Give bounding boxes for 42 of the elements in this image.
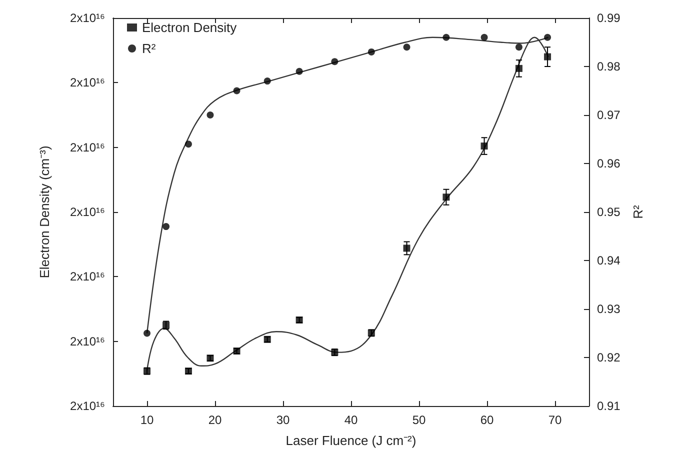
point bbox=[296, 68, 303, 75]
x-tick-label: 30 bbox=[276, 413, 290, 427]
point bbox=[368, 48, 375, 56]
point bbox=[206, 112, 214, 118]
point bbox=[144, 330, 150, 337]
legend-label: R² bbox=[142, 41, 156, 56]
x-tick-label: 60 bbox=[480, 413, 494, 427]
x-tick-label: 50 bbox=[412, 413, 426, 427]
point bbox=[515, 44, 522, 51]
y-tick-label: 2x10¹⁶ bbox=[70, 76, 106, 90]
y2-tick-label: 0.96 bbox=[597, 156, 621, 170]
y-tick-label: 2x10¹⁶ bbox=[70, 205, 106, 219]
point bbox=[331, 58, 338, 66]
x-tick-label: 20 bbox=[208, 413, 222, 427]
y-tick-label: 2x10¹⁶ bbox=[70, 399, 106, 413]
y2-tick-label: 0.94 bbox=[597, 254, 621, 268]
y-axis-title: Electron Density (cm⁻³) bbox=[37, 146, 52, 278]
point bbox=[264, 78, 271, 85]
y2-tick-label: 0.97 bbox=[597, 108, 621, 122]
y2-tick-label: 0.95 bbox=[597, 205, 621, 219]
y-tick-label: 2x10¹⁶ bbox=[70, 270, 106, 284]
y2-tick-label: 0.98 bbox=[597, 60, 621, 74]
point bbox=[162, 223, 170, 230]
point bbox=[403, 44, 410, 51]
x-tick-label: 40 bbox=[344, 413, 358, 427]
y2-axis-title: R² bbox=[630, 204, 646, 219]
point bbox=[184, 140, 192, 148]
y-tick-label: 2x10¹⁶ bbox=[70, 140, 106, 154]
x-tick-label: 10 bbox=[140, 413, 154, 427]
y2-tick-label: 0.91 bbox=[597, 399, 621, 413]
y2-tick-label: 0.92 bbox=[597, 350, 621, 364]
y2-tick-label: 0.99 bbox=[597, 11, 621, 25]
point bbox=[480, 34, 488, 41]
y-tick-label: 2x10¹⁶ bbox=[70, 334, 106, 348]
y2-tick-label: 0.93 bbox=[597, 302, 621, 316]
point bbox=[233, 87, 240, 94]
x-tick-label: 70 bbox=[548, 413, 562, 427]
point bbox=[544, 34, 552, 41]
y-tick-label: 2x10¹⁶ bbox=[70, 11, 106, 25]
point bbox=[442, 34, 450, 41]
legend-label: Electron Density bbox=[142, 20, 238, 35]
x-axis-title: Laser Fluence (J cm⁻²) bbox=[286, 433, 416, 448]
